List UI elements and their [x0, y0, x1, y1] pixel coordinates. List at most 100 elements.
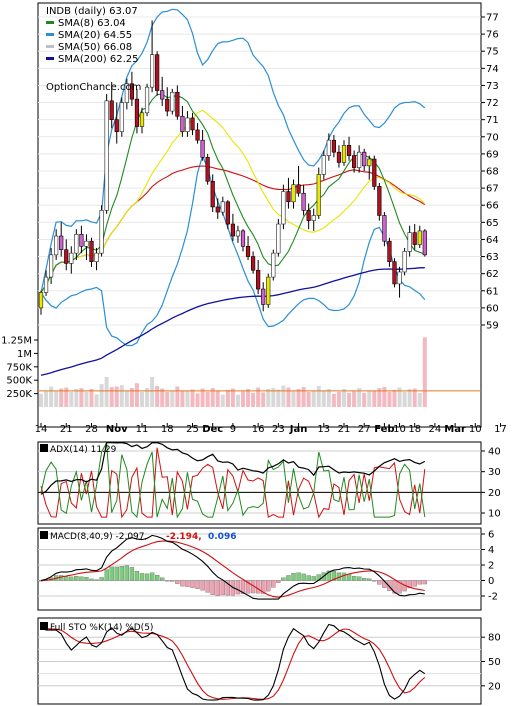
volume-bar — [417, 392, 422, 407]
candle-body — [59, 235, 64, 251]
candle-body — [407, 232, 412, 252]
panel-tick-label: 4 — [488, 545, 494, 556]
candle-body — [316, 174, 321, 216]
macd-hist-bar — [129, 567, 135, 581]
date-label: 27 — [358, 424, 371, 435]
candle-body — [367, 158, 372, 167]
macd-hist-bar — [89, 578, 94, 581]
volume-bar — [140, 391, 144, 407]
macd-hist-bar — [185, 580, 190, 587]
macd-hist-bar — [104, 569, 109, 581]
adx-panel: 10 20 30 40 ADX(14) 11.29 — [37, 440, 501, 525]
volume-bar — [336, 391, 341, 407]
candle-body — [291, 184, 296, 203]
sto-lines — [40, 623, 426, 701]
sto-marker — [40, 622, 48, 630]
volume-tick-label: 1.25M — [1, 336, 32, 347]
panel-tick-label: 0 — [488, 576, 494, 587]
macd-hist-bar — [225, 580, 231, 596]
date-label: 18 — [161, 424, 174, 435]
macd-marker — [40, 531, 48, 539]
macd-hist-bar — [114, 566, 119, 581]
candle-body — [387, 240, 392, 262]
candle-body — [251, 256, 256, 271]
volume-bar — [276, 389, 281, 407]
volume-bar — [49, 386, 54, 407]
date-label: 13 — [317, 424, 330, 435]
volume-bar — [39, 393, 43, 407]
legend-swatch — [46, 57, 54, 60]
candle-body — [48, 254, 54, 278]
bollinger-lower — [40, 153, 426, 347]
candle-body — [362, 151, 367, 167]
price-tick-label: 76 — [486, 30, 499, 41]
volume-bar — [377, 388, 382, 407]
volume-bar — [185, 390, 190, 407]
macd-hist-bar — [220, 580, 225, 596]
candle-body — [351, 155, 357, 168]
volume-bar — [180, 390, 185, 407]
candle-body — [64, 249, 69, 264]
candle-body — [271, 252, 276, 278]
candle-body — [422, 230, 427, 256]
macd-y-ticks: -2 0 2 4 6 — [481, 530, 498, 603]
candle-body — [296, 184, 301, 194]
adx-plus-di — [40, 440, 426, 519]
legend-entry: SMA(200) 62.25 — [58, 54, 139, 65]
date-label: 21 — [338, 424, 351, 435]
panel-tick-label: 50 — [488, 657, 501, 668]
candle-body — [165, 98, 170, 112]
candle-body — [331, 139, 337, 153]
price-panel: 59 60 61 62 63 64 65 66 67 68 69 70 71 72 73 74 75 76 77 1… — [1, 2, 507, 435]
volume-bars — [38, 337, 481, 407]
macd-hist-bar — [266, 580, 271, 592]
volume-bar — [114, 386, 119, 407]
candle-body — [104, 100, 109, 211]
volume-bar — [99, 384, 104, 407]
candle-body — [79, 234, 84, 247]
price-tick-label: 62 — [486, 269, 499, 280]
volume-bar — [200, 388, 205, 407]
candle-body — [43, 276, 49, 293]
macd-hist-bar — [205, 580, 210, 593]
volume-bar — [64, 387, 69, 407]
candle-body — [306, 210, 311, 221]
sto-k-line — [40, 623, 426, 701]
sto-panel: 20 50 80 Full STO %K(14) %D(5) — [37, 617, 501, 705]
panel-tick-label: 30 — [488, 467, 501, 478]
volume-bar — [210, 388, 215, 407]
panel-tick-label: 20 — [488, 681, 501, 692]
legend-entry: SMA(20) 64.55 — [58, 30, 132, 41]
volume-bar — [402, 391, 407, 407]
macd-hist-bar — [341, 572, 347, 581]
volume-bar — [357, 388, 362, 407]
sto-d-line — [40, 626, 426, 700]
macd-hist-bar — [377, 580, 382, 585]
macd-hist-bar — [79, 576, 84, 581]
sma200-line — [40, 267, 425, 376]
volume-bar — [220, 394, 225, 407]
volume-bar — [397, 387, 402, 407]
volume-bar — [235, 394, 240, 407]
macd-hist-bar — [69, 576, 74, 581]
date-label: 23 — [272, 424, 285, 435]
macd-hist-bar — [412, 580, 417, 587]
candle-body — [261, 288, 266, 305]
macd-hist-bar — [170, 580, 175, 582]
volume-bar — [352, 391, 357, 407]
volume-bar — [291, 391, 296, 407]
legend-swatch — [46, 45, 54, 48]
price-tick-label: 68 — [486, 167, 499, 178]
volume-bar — [155, 386, 160, 407]
candle-body — [281, 191, 286, 225]
macd-hist-bar — [99, 577, 104, 581]
volume-bar — [316, 386, 321, 407]
candle-body — [144, 86, 150, 114]
candle-body — [205, 157, 210, 182]
volume-bar — [347, 392, 352, 407]
volume-bar — [145, 388, 150, 407]
candle-body — [402, 251, 407, 273]
volume-bar — [205, 391, 210, 407]
